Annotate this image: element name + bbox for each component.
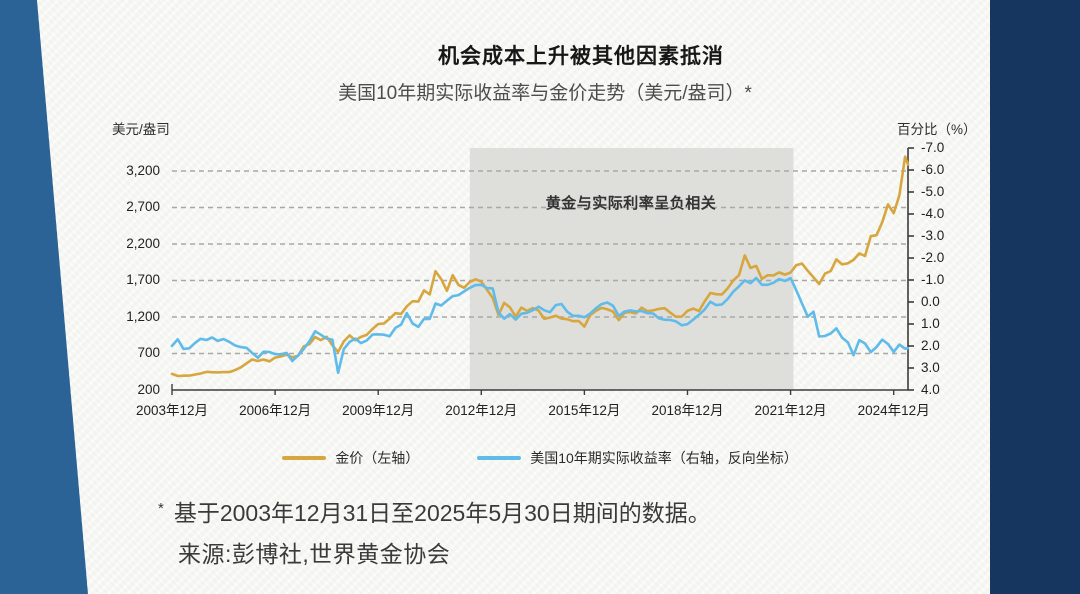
left-tick-label: 1,200	[126, 308, 160, 324]
x-tick-label: 2015年12月	[548, 403, 621, 418]
x-tick-label: 2021年12月	[754, 403, 827, 418]
footnote-asterisk: *	[158, 500, 164, 517]
right-tick-label: -5.0	[921, 184, 945, 199]
x-tick-label: 2003年12月	[135, 403, 209, 418]
x-tick-label: 2012年12月	[445, 403, 518, 418]
footnote: * 基于2003年12月31日至2025年5月30日期间的数据。	[158, 494, 711, 528]
left-axis-unit-label: 美元/盎司	[112, 122, 170, 137]
legend-item-gold: 金价（左轴）	[282, 448, 419, 468]
blue-line-swatch-icon	[477, 456, 522, 460]
x-tick-label: 2024年12月	[857, 403, 930, 418]
right-tick-label: 3.0	[921, 360, 940, 375]
real-yield-line	[170, 276, 910, 375]
right-tick-label: -1.0	[921, 272, 945, 287]
gold-price-line	[170, 155, 910, 378]
chart-legend: 金价（左轴） 美国10年期实际收益率（右轴，反向坐标）	[37, 448, 990, 468]
annotation-band-label: 黄金与实际利率呈负相关	[545, 195, 717, 212]
legend-item-yield: 美国10年期实际收益率（右轴，反向坐标）	[477, 448, 798, 468]
right-tick-label: -2.0	[921, 250, 945, 265]
right-tick-label: 0.0	[921, 294, 940, 309]
chart-subtitle: 美国10年期实际收益率与金价走势（美元/盎司）*	[338, 83, 752, 104]
left-tick-label: 200	[137, 382, 160, 397]
legend-label-gold: 金价（左轴）	[335, 450, 420, 466]
chart-title: 机会成本上升被其他因素抵消	[438, 45, 724, 68]
right-tick-label: 2.0	[921, 338, 940, 353]
correlation-band	[469, 148, 794, 390]
left-tick-label: 2,200	[126, 235, 160, 251]
legend-label-yield: 美国10年期实际收益率（右轴，反向坐标）	[530, 450, 798, 466]
gold-line-swatch-icon	[282, 456, 327, 460]
right-tick-label: -6.0	[921, 162, 945, 177]
source-line: 来源:彭博社,世界黄金协会	[178, 541, 451, 567]
x-tick-label: 2006年12月	[239, 403, 312, 418]
x-tick-label: 2009年12月	[342, 403, 415, 418]
footnote-text: 基于2003年12月31日至2025年5月30日期间的数据。	[173, 500, 711, 526]
right-tick-label: -4.0	[921, 206, 945, 221]
left-tick-label: 2,700	[126, 199, 160, 215]
left-tick-label: 1,700	[126, 272, 160, 288]
right-tick-label: -7.0	[921, 140, 945, 155]
left-tick-label: 700	[137, 345, 160, 361]
right-tick-label: -3.0	[921, 228, 945, 243]
x-tick-label: 2018年12月	[651, 403, 724, 418]
right-axis-unit-label: 百分比（%）	[897, 122, 977, 137]
left-tick-label: 3,200	[126, 162, 160, 178]
right-tick-label: 4.0	[921, 382, 940, 397]
right-tick-label: 1.0	[921, 316, 940, 331]
